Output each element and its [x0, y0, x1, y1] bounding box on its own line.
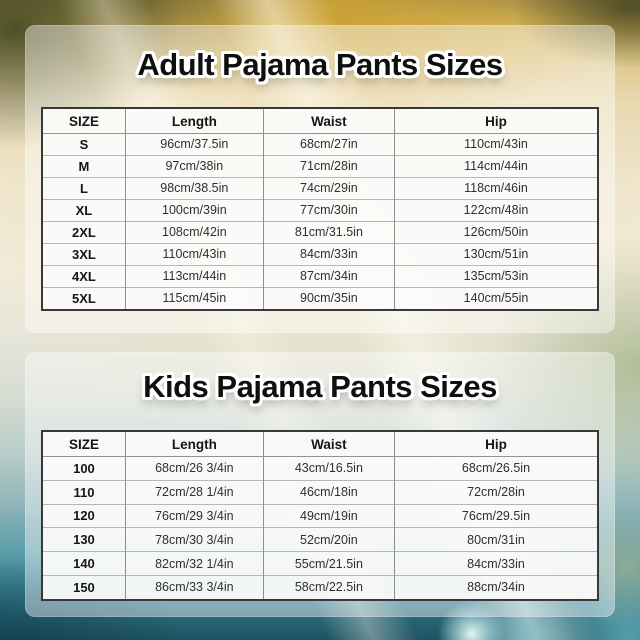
size-row: M 97cm/38in 71cm/28in 114cm/44in — [42, 154, 598, 178]
measurement-cell: 72cm/28 1/4in — [124, 479, 264, 505]
size-label-cell: 110 — [42, 479, 126, 505]
measurement-cell: 43cm/16.5in — [262, 456, 395, 481]
column-header: Length — [124, 108, 264, 134]
size-label-cell: 2XL — [42, 220, 126, 244]
measurement-cell: 96cm/37.5in — [124, 133, 264, 156]
column-header: Waist — [262, 431, 395, 457]
column-header: SIZE — [42, 108, 126, 134]
measurement-cell: 86cm/33 3/4in — [124, 574, 264, 600]
size-row: XL 100cm/39in 77cm/30in 122cm/48in — [42, 198, 598, 222]
adult-size-table: SIZE Length Waist Hip S 96cm/37.5in 68cm/27in… — [41, 107, 599, 311]
size-label-cell: L — [42, 176, 126, 200]
measurement-cell: 68cm/27in — [262, 133, 395, 156]
measurement-cell: 68cm/26.5in — [393, 456, 598, 481]
measurement-cell: 108cm/42in — [124, 220, 264, 244]
size-row: L 98cm/38.5in 74cm/29in 118cm/46in — [42, 176, 598, 200]
size-row: 2XL 108cm/42in 81cm/31.5in 126cm/50in — [42, 220, 598, 244]
kids-table-body: 100 68cm/26 3/4in 43cm/16.5in 68cm/26.5in 11… — [42, 456, 598, 600]
column-header: Hip — [393, 108, 598, 134]
measurement-cell: 81cm/31.5in — [262, 220, 395, 244]
size-label-cell: S — [79, 136, 89, 152]
measurement-cell: 76cm/29.5in — [393, 503, 598, 528]
kids-header-row: SIZE Length Waist Hip — [42, 431, 598, 457]
size-label-cell: 100 — [73, 460, 95, 476]
size-label-cell: 130 — [42, 527, 126, 552]
measurement-cell: 77cm/30in — [262, 198, 395, 222]
size-row: 130 78cm/30 3/4in 52cm/20in 80cm/31in — [42, 527, 598, 552]
adult-title: Adult Pajama Pants Sizes — [137, 47, 503, 82]
size-row: 3XL 110cm/43in 84cm/33in 130cm/51in — [42, 242, 598, 266]
size-row: 5XL 115cm/45in 90cm/35in 140cm/55in — [42, 286, 598, 310]
measurement-cell: 46cm/18in — [262, 479, 395, 505]
size-label-cell: 140 — [42, 551, 126, 576]
measurement-cell: 84cm/33in — [262, 242, 395, 266]
measurement-cell: 80cm/31in — [393, 527, 598, 552]
measurement-cell: 82cm/32 1/4in — [124, 551, 264, 576]
size-row: 100 68cm/26 3/4in 43cm/16.5in 68cm/26.5in — [42, 456, 598, 481]
measurement-cell: 135cm/53in — [393, 264, 598, 288]
measurement-cell: 98cm/38.5in — [124, 176, 264, 200]
measurement-cell: 100cm/39in — [124, 198, 264, 222]
measurement-cell: 49cm/19in — [262, 503, 395, 528]
size-label-cell: 4XL — [42, 264, 126, 288]
measurement-cell: 58cm/22.5in — [262, 574, 395, 600]
measurement-cell: 84cm/33in — [393, 551, 598, 576]
measurement-cell: 118cm/46in — [393, 176, 598, 200]
size-label-cell: XL — [42, 198, 126, 222]
size-label-cell: 150 — [42, 574, 126, 600]
size-row: 110 72cm/28 1/4in 46cm/18in 72cm/28in — [42, 479, 598, 505]
measurement-cell: 88cm/34in — [393, 574, 598, 600]
measurement-cell: 115cm/45in — [124, 286, 264, 310]
measurement-cell: 78cm/30 3/4in — [124, 527, 264, 552]
size-label-cell: 3XL — [42, 242, 126, 266]
measurement-cell: 126cm/50in — [393, 220, 598, 244]
size-row: 4XL 113cm/44in 87cm/34in 135cm/53in — [42, 264, 598, 288]
measurement-cell: 113cm/44in — [124, 264, 264, 288]
measurement-cell: 72cm/28in — [393, 479, 598, 505]
size-row: 120 76cm/29 3/4in 49cm/19in 76cm/29.5in — [42, 503, 598, 528]
column-header: Waist — [262, 108, 395, 134]
measurement-cell: 68cm/26 3/4in — [124, 456, 264, 481]
column-header: Hip — [393, 431, 598, 457]
measurement-cell: 110cm/43in — [393, 133, 598, 156]
size-row: S 96cm/37.5in 68cm/27in 110cm/43in — [42, 133, 598, 156]
measurement-cell: 110cm/43in — [124, 242, 264, 266]
size-label-cell: 5XL — [42, 286, 126, 310]
size-label-cell: M — [42, 154, 126, 178]
size-row: 140 82cm/32 1/4in 55cm/21.5in 84cm/33in — [42, 551, 598, 576]
column-header: Length — [124, 431, 264, 457]
adult-table-body: S 96cm/37.5in 68cm/27in 110cm/43in M 97cm/38i… — [42, 133, 598, 310]
kids-sizes-panel: Kids Pajama Pants Sizes SIZE Length Waist H… — [25, 352, 615, 617]
size-label-cell: 120 — [42, 503, 126, 528]
size-row: 150 86cm/33 3/4in 58cm/22.5in 88cm/34in — [42, 574, 598, 600]
measurement-cell: 87cm/34in — [262, 264, 395, 288]
measurement-cell: 130cm/51in — [393, 242, 598, 266]
measurement-cell: 122cm/48in — [393, 198, 598, 222]
measurement-cell: 90cm/35in — [262, 286, 395, 310]
measurement-cell: 140cm/55in — [393, 286, 598, 310]
adult-header-row: SIZE Length Waist Hip — [42, 108, 598, 134]
kids-size-table: SIZE Length Waist Hip 100 68cm/26 3/4in 43cm/… — [41, 430, 599, 601]
column-header: SIZE — [42, 431, 126, 457]
measurement-cell: 71cm/28in — [262, 154, 395, 178]
measurement-cell: 114cm/44in — [393, 154, 598, 178]
adult-sizes-panel: Adult Pajama Pants Sizes SIZE Length Waist… — [25, 25, 615, 333]
measurement-cell: 52cm/20in — [262, 527, 395, 552]
measurement-cell: 76cm/29 3/4in — [124, 503, 264, 528]
measurement-cell: 97cm/38in — [124, 154, 264, 178]
measurement-cell: 74cm/29in — [262, 176, 395, 200]
measurement-cell: 55cm/21.5in — [262, 551, 395, 576]
kids-title: Kids Pajama Pants Sizes — [143, 369, 497, 404]
